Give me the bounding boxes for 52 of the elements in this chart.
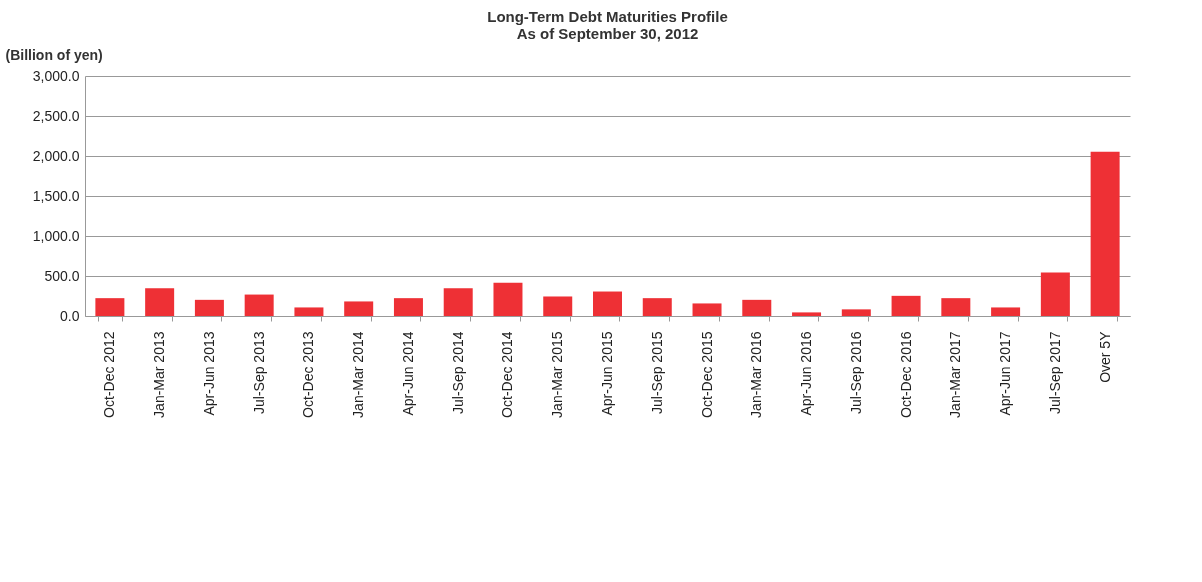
y-tick-label: 0.0	[60, 307, 80, 324]
x-tick-label: Jan-Mar 2016	[748, 331, 765, 418]
bar	[742, 299, 772, 316]
x-tick-label: Over 5Y	[1096, 330, 1113, 383]
x-tick-label: Oct-Dec 2012	[101, 331, 118, 418]
y-tick-label: 3,000.0	[32, 67, 80, 84]
bar	[941, 298, 971, 316]
x-tick-label: Apr-Jun 2015	[599, 331, 615, 416]
bar	[891, 295, 921, 316]
y-tick-label: 1,000.0	[32, 227, 80, 244]
bar	[642, 298, 672, 316]
bar	[792, 312, 822, 316]
bar	[543, 296, 573, 316]
bar	[194, 299, 224, 316]
x-tick-label: Jan-Mar 2014	[350, 331, 367, 418]
x-tick-label: Apr-Jun 2013	[200, 331, 217, 416]
bar	[95, 298, 125, 316]
x-tick-label: Jul-Sep 2013	[250, 331, 267, 415]
bar	[593, 291, 622, 316]
x-tick-label: Jul-Sep 2014	[449, 331, 466, 415]
x-tick-label: Apr-Jun 2014	[399, 331, 416, 416]
text: As of September 30, 2012	[516, 25, 699, 42]
y-tick-label: 2,500.0	[32, 107, 80, 124]
text: Long-Term Debt Maturities Profile	[487, 8, 728, 25]
bar	[493, 282, 523, 316]
bar	[393, 298, 423, 316]
x-tick-label: Oct-Dec 2014	[499, 331, 516, 418]
y-tick-label: 500.0	[44, 267, 80, 284]
x-tick-label: Jan-Mar 2017	[947, 331, 964, 418]
x-tick-label: Oct-Dec 2013	[300, 331, 317, 418]
bar	[443, 288, 473, 316]
x-tick-label: Jul-Sep 2017	[1046, 331, 1063, 415]
x-tick-label: Apr-Jun 2016	[798, 331, 815, 416]
y-tick-label: 2,000.0	[32, 147, 80, 164]
x-tick-label: Jul-Sep 2016	[847, 331, 864, 415]
bar	[1090, 151, 1120, 316]
x-tick-label: Jan-Mar 2015	[549, 331, 566, 418]
y-axis-title: (Billion of yen)	[5, 46, 103, 63]
bar	[344, 301, 374, 316]
bar	[145, 288, 175, 316]
bar	[692, 303, 722, 316]
bar	[294, 307, 324, 316]
bar	[841, 309, 871, 316]
x-tick-label: Jul-Sep 2015	[648, 331, 665, 415]
bar	[991, 307, 1021, 316]
x-tick-label: Apr-Jun 2017	[997, 331, 1014, 416]
y-tick-label: 1,500.0	[32, 187, 80, 204]
x-tick-label: Oct-Dec 2015	[698, 331, 715, 418]
bar	[1040, 272, 1070, 316]
x-tick-label: Oct-Dec 2016	[897, 331, 914, 418]
x-tick-label: Jan-Mar 2013	[151, 331, 168, 418]
bar	[244, 294, 274, 316]
